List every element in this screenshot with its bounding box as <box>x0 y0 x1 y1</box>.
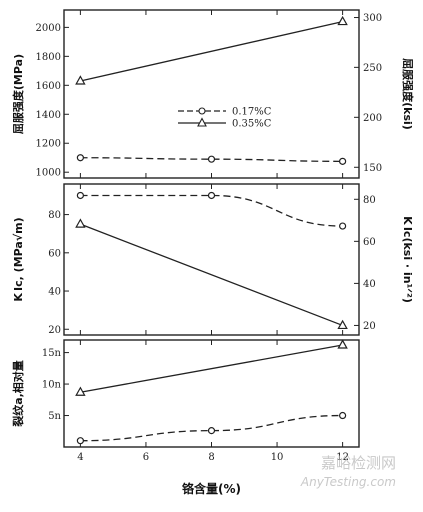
right-tick-label: 150 <box>363 163 382 174</box>
x-tick-label: 12 <box>336 452 349 463</box>
x-axis-label: 铬含量(%) <box>182 481 241 496</box>
data-point-circle <box>207 427 216 435</box>
left-tick-label: 1800 <box>36 52 61 63</box>
y-axis-label-left: K Ic, (MPa√m) <box>12 217 25 301</box>
left-tick-label: 15n <box>42 348 62 359</box>
watermark-text: 嘉峪检测网 <box>321 454 396 472</box>
left-tick-label: 5n <box>48 411 61 422</box>
left-tick-label: 1000 <box>36 168 61 179</box>
y-axis-label-right: K Ic(ksi · in¹ᐟ²) <box>401 216 414 303</box>
right-tick-label: 300 <box>363 13 382 24</box>
series-line-c017 <box>80 157 343 162</box>
panel-crack: 5n 10n 15n 裂纹a,相对量 <box>11 339 360 448</box>
data-point-triangle <box>337 339 348 349</box>
right-tick-label: 40 <box>363 279 376 290</box>
series-line-c035 <box>80 20 343 82</box>
data-point-circle <box>339 411 347 420</box>
left-tick-label: 2000 <box>36 23 61 34</box>
panel-frame <box>63 9 360 179</box>
data-point-triangle <box>75 75 86 85</box>
x-tick-label: 4 <box>77 452 83 463</box>
data-point-triangle <box>75 386 86 396</box>
legend-marker-circle <box>198 107 206 115</box>
data-point-triangle <box>337 15 348 26</box>
x-tick-label: 10 <box>271 452 284 463</box>
data-point-circle <box>207 191 216 200</box>
right-tick-label: 200 <box>363 113 382 124</box>
left-tick-label: 20 <box>48 325 61 336</box>
right-tick-label: 60 <box>363 237 376 248</box>
legend: 0.17%C0.35%C <box>178 107 272 130</box>
series-line-c035 <box>80 344 343 393</box>
data-point-triangle <box>75 218 86 228</box>
right-tick-label: 80 <box>363 195 376 206</box>
left-tick-label: 1400 <box>36 110 61 121</box>
panel-frame <box>63 183 360 336</box>
left-tick-label: 10n <box>42 380 62 391</box>
panel-yield: 1000 1200 1400 1600 1800 2000 150 200 250 300 屈服强度… <box>11 9 415 179</box>
data-point-circle <box>207 155 216 163</box>
left-tick-label: 40 <box>48 287 61 298</box>
legend-label: 0.17%C <box>232 107 272 118</box>
data-point-circle <box>76 191 84 200</box>
right-tick-label: 20 <box>363 321 376 332</box>
x-tick-label: 6 <box>143 452 149 463</box>
left-tick-label: 1200 <box>36 139 61 150</box>
legend-label: 0.35%C <box>232 119 272 130</box>
data-point-circle <box>76 154 84 162</box>
legend-marker-triangle <box>197 117 207 127</box>
left-tick-label: 60 <box>48 248 61 259</box>
series-line-c017 <box>80 194 343 227</box>
y-axis-label-left: 屈服强度(MPa) <box>11 54 25 134</box>
left-tick-label: 1600 <box>36 81 61 92</box>
panel-toughness: 20 40 60 80 20 40 60 80 K Ic, (MPa√m) K Ic(ksi · … <box>12 183 414 336</box>
data-point-triangle <box>337 319 348 330</box>
right-tick-label: 250 <box>363 63 382 74</box>
data-point-circle <box>339 222 347 230</box>
series-line-c017 <box>80 414 343 442</box>
y-axis-label-left: 裂纹a,相对量 <box>11 360 25 428</box>
data-point-circle <box>76 437 84 445</box>
left-tick-label: 80 <box>48 210 61 221</box>
series-line-c035 <box>80 223 343 327</box>
y-axis-label-right: 屈服强度(ksi) <box>401 58 415 130</box>
data-point-circle <box>339 157 347 165</box>
x-tick-label: 8 <box>208 452 214 463</box>
watermark-text: AnyTesting.com <box>300 475 396 489</box>
